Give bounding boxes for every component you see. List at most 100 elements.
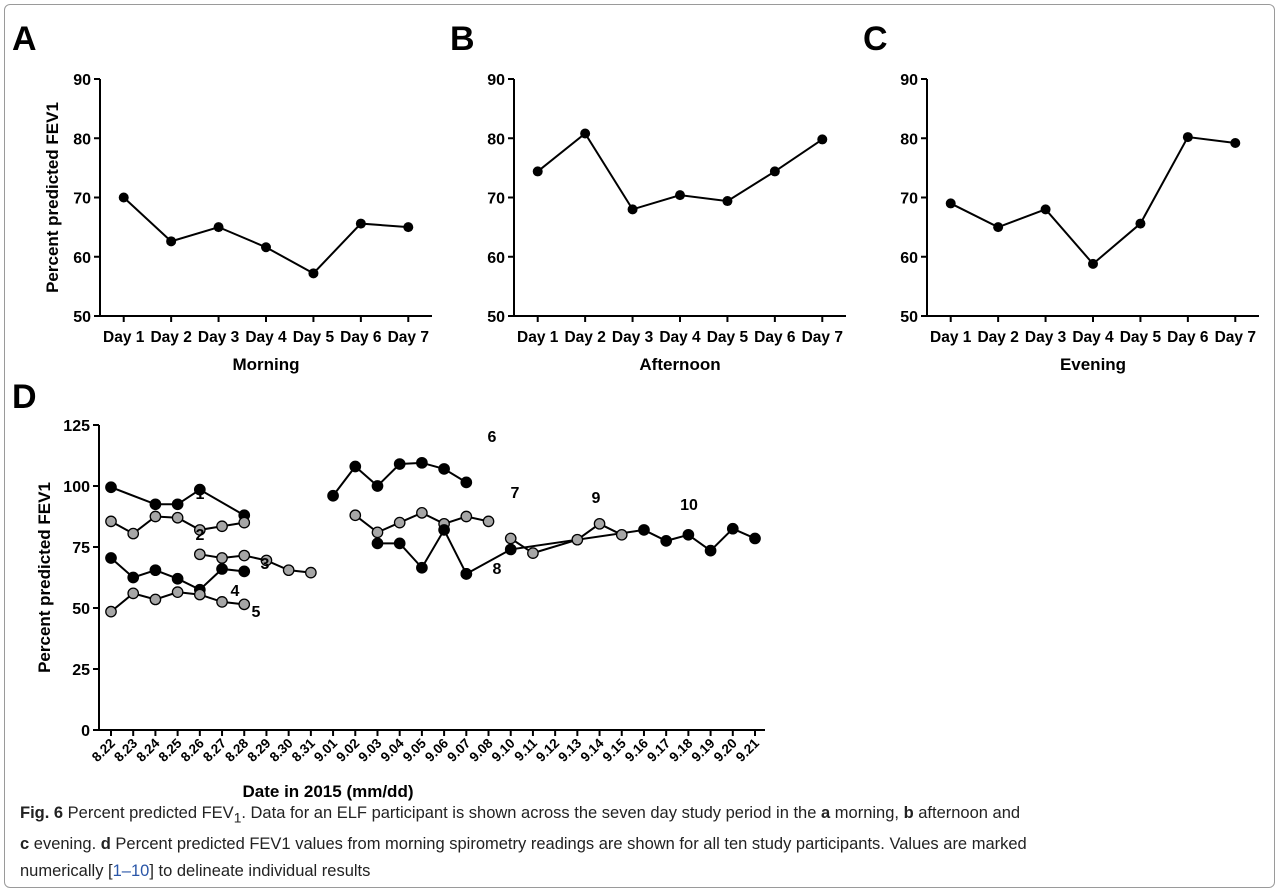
- y-tick-label: 90: [900, 72, 918, 89]
- data-point: [238, 516, 251, 529]
- panel-letter: C: [863, 20, 888, 58]
- data-point: [482, 515, 495, 528]
- x-tick-label: Day 7: [1215, 329, 1256, 346]
- data-point: [504, 543, 517, 556]
- data-point: [532, 166, 543, 177]
- caption-line-2: c evening. d Percent predicted FEV1 valu…: [20, 831, 1265, 858]
- data-point: [105, 515, 117, 528]
- data-point: [213, 222, 224, 233]
- data-point: [1040, 204, 1051, 215]
- data-point: [118, 192, 129, 203]
- y-tick-label: 80: [900, 131, 918, 148]
- x-axis-title: Morning: [232, 355, 299, 374]
- data-point: [527, 547, 539, 559]
- x-tick-label: Day 2: [150, 329, 191, 346]
- data-point: [193, 483, 206, 496]
- data-point: [1088, 258, 1098, 269]
- x-tick-label: Day 5: [707, 329, 749, 346]
- data-point: [593, 517, 606, 530]
- data-point: [638, 524, 650, 536]
- x-tick-label: Day 5: [1120, 329, 1162, 346]
- series-label: 7: [511, 485, 520, 502]
- caption-line-1: Fig. 6 Percent predicted FEV1. Data for …: [20, 800, 1265, 831]
- series-label: 10: [680, 497, 698, 514]
- data-point: [149, 498, 162, 511]
- data-point: [127, 571, 140, 584]
- caption-text: numerically [: [20, 862, 113, 881]
- data-point: [171, 572, 184, 585]
- data-point: [1230, 137, 1241, 148]
- panel-letter: B: [450, 20, 475, 58]
- data-point: [193, 588, 206, 601]
- data-point: [393, 458, 406, 470]
- data-point: [749, 532, 761, 545]
- data-point: [675, 190, 685, 201]
- data-point: [393, 516, 406, 529]
- caption-fig-label: Fig. 6: [20, 804, 64, 822]
- data-point: [416, 456, 428, 469]
- data-point: [371, 526, 384, 539]
- data-point: [216, 552, 228, 564]
- y-tick-label: 70: [73, 191, 91, 208]
- data-point: [460, 476, 473, 489]
- data-point: [371, 537, 384, 550]
- series-label: 3: [261, 556, 270, 573]
- series-label: 2: [196, 527, 205, 544]
- y-axis-title: Percent predicted FEV1: [43, 102, 62, 293]
- series-label: 1: [196, 486, 205, 503]
- y-tick-label: 25: [72, 662, 90, 679]
- series-label: 8: [493, 561, 502, 578]
- y-tick-label: 60: [487, 250, 505, 267]
- reference-link[interactable]: 1–10: [112, 862, 150, 881]
- caption-panel-ref: b: [903, 804, 914, 822]
- data-point: [282, 564, 295, 577]
- data-point: [193, 548, 206, 561]
- data-point: [127, 527, 140, 540]
- caption-panel-ref: a: [821, 804, 831, 822]
- caption-panel-ref: c: [20, 835, 30, 854]
- y-tick-label: 60: [900, 250, 918, 267]
- x-tick-label: Day 5: [293, 329, 335, 346]
- y-tick-label: 90: [487, 72, 505, 89]
- data-point: [615, 528, 628, 541]
- x-axis-title: Evening: [1060, 355, 1126, 374]
- data-point: [127, 587, 140, 600]
- caption-text: Percent predicted FEV1 values from morni…: [110, 835, 1027, 854]
- data-point: [504, 532, 517, 545]
- data-point: [216, 520, 228, 533]
- caption-panel-ref: d: [100, 835, 111, 854]
- x-tick-label: Day 1: [930, 329, 972, 346]
- x-tick-label: Day 6: [1167, 329, 1209, 346]
- y-tick-label: 70: [487, 191, 505, 208]
- x-tick-label: Day 2: [977, 329, 1018, 346]
- x-tick-label: Day 3: [1025, 329, 1067, 346]
- data-point: [627, 204, 638, 215]
- data-point: [193, 524, 206, 536]
- data-point: [261, 242, 271, 253]
- data-point: [438, 524, 450, 536]
- data-point: [308, 268, 319, 279]
- panel-letter: A: [12, 20, 37, 58]
- caption-text: evening.: [29, 835, 101, 854]
- series-label: 6: [488, 429, 497, 446]
- data-point: [149, 510, 162, 523]
- figure-caption: Fig. 6 Percent predicted FEV1. Data for …: [20, 800, 1265, 885]
- data-point: [238, 549, 251, 562]
- data-point: [682, 528, 695, 541]
- data-point: [580, 128, 591, 139]
- caption-subscript: 1: [233, 810, 242, 826]
- caption-line-3: numerically [1–10] to delineate individu…: [20, 858, 1265, 885]
- data-point: [105, 605, 117, 618]
- caption-text: afternoon and: [913, 804, 1021, 822]
- data-point: [393, 537, 406, 550]
- y-tick-label: 70: [900, 191, 918, 208]
- y-tick-label: 50: [487, 309, 505, 326]
- data-point: [238, 598, 251, 611]
- series-label: 5: [252, 604, 261, 621]
- y-tick-label: 50: [73, 309, 91, 326]
- x-tick-label: Day 1: [103, 329, 145, 346]
- data-point: [460, 567, 473, 580]
- y-tick-label: 60: [73, 250, 91, 267]
- y-tick-label: 0: [81, 723, 90, 740]
